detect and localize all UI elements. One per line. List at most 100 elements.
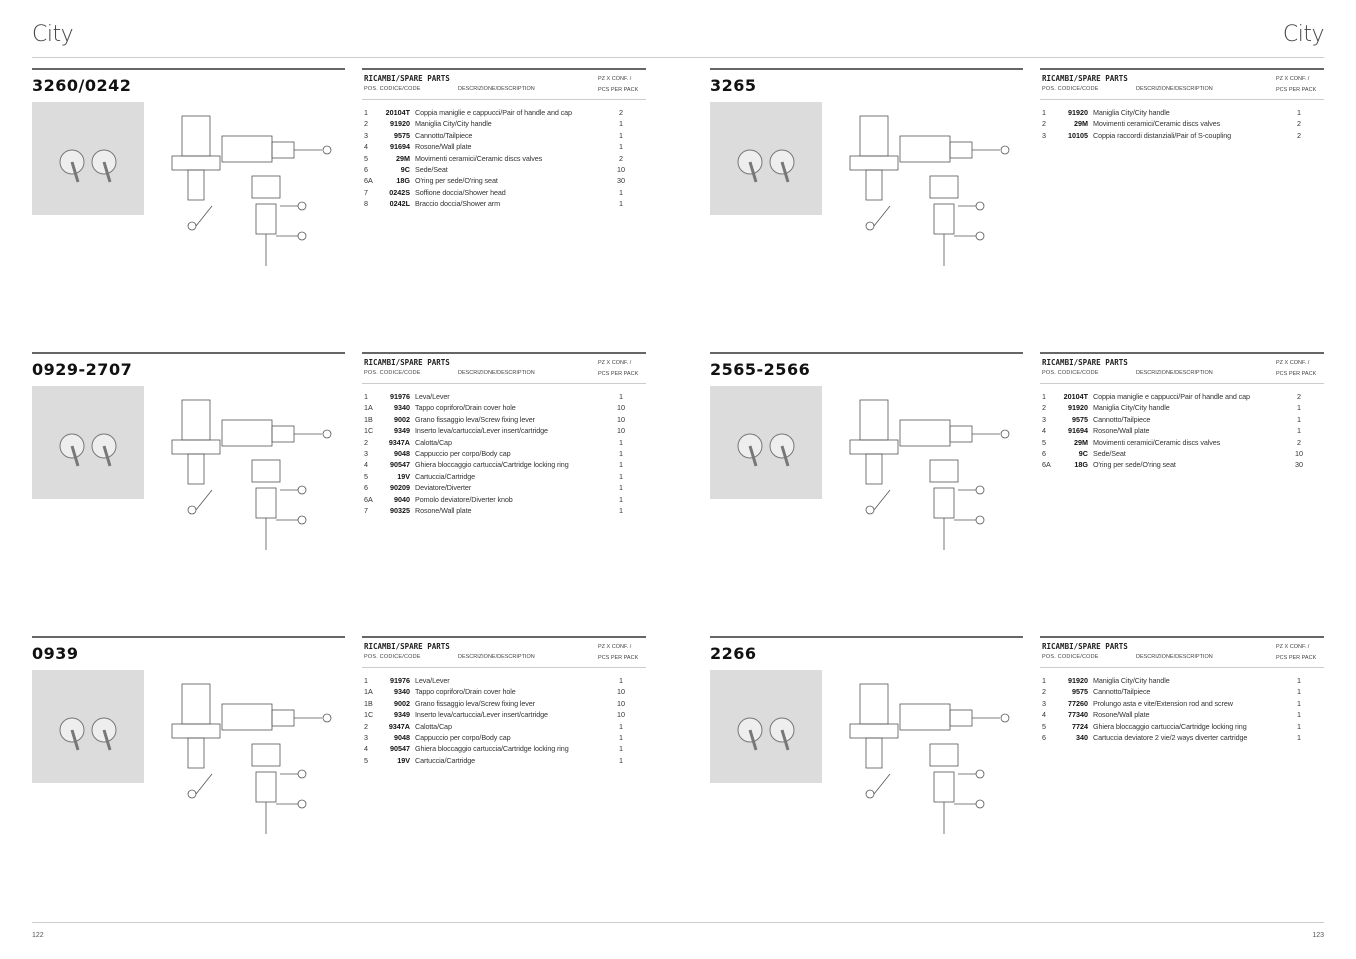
part-quantity: 1 [619, 460, 623, 470]
part-row: 6 90209 Deviatore/Diverter 1 [364, 483, 646, 494]
part-code: 9349 [394, 426, 410, 436]
part-description: O'ring per sede/O'ring seat [415, 176, 498, 186]
part-description: Maniglia City/City handle [1093, 108, 1170, 117]
part-quantity: 1 [1297, 732, 1301, 742]
part-code: 90209 [390, 483, 410, 493]
part-quantity: 1 [619, 471, 623, 481]
part-position: 7 [364, 505, 368, 515]
col-qty-line1: Pz x conf. / [598, 644, 632, 650]
part-position: 1A [364, 403, 373, 413]
col-qty-line1: Pz x conf. / [1276, 360, 1310, 366]
exploded-diagram [152, 380, 352, 610]
part-row: 5 19V Cartuccia/Cartridge 1 [364, 472, 646, 483]
part-position: 3 [364, 130, 368, 140]
running-title-right: City [1282, 22, 1325, 47]
part-code: 91976 [390, 676, 410, 685]
part-position: 5 [364, 471, 368, 481]
part-description: Maniglia City/City handle [1093, 676, 1170, 685]
part-position: 6 [364, 164, 368, 174]
product-section: 3265 RICAMBI/SPARE PARTS Pos. Codice/Cod… [710, 68, 1324, 338]
col-qty: Pz x conf. / Pcs per pack [1276, 642, 1316, 664]
part-code: 9347A [388, 721, 410, 731]
part-description: Pomolo deviatore/Diverter knob [415, 494, 513, 504]
part-quantity: 1 [1297, 676, 1301, 685]
part-row: 2 91920 Maniglia City/City handle 1 [1042, 403, 1324, 414]
part-description: Rosone/Wall plate [1093, 426, 1150, 436]
table-header-divider [362, 99, 646, 100]
part-row: 4 91694 Rosone/Wall plate 1 [1042, 426, 1324, 437]
part-quantity: 1 [619, 437, 623, 447]
part-description: Cappuccio per corpo/Body cap [415, 448, 511, 458]
part-quantity: 10 [617, 687, 625, 697]
part-row: 3 10105 Coppia raccordi distanziali/Pair… [1042, 131, 1324, 142]
part-position: 4 [1042, 426, 1046, 436]
part-row: 5 19V Cartuccia/Cartridge 1 [364, 756, 646, 767]
part-row: 2 29M Movimenti ceramici/Ceramic discs v… [1042, 119, 1324, 130]
part-description: Ghiera bloccaggio cartuccia/Cartridge lo… [415, 460, 569, 470]
part-quantity: 2 [1297, 119, 1301, 129]
part-position: 3 [1042, 414, 1046, 424]
exploded-diagram [830, 380, 1030, 610]
part-row: 1C 9349 Inserto leva/cartuccia/Lever ins… [364, 426, 646, 437]
part-row: 5 29M Movimenti ceramici/Ceramic discs v… [364, 154, 646, 165]
spare-parts-table: RICAMBI/SPARE PARTS Pos. Codice/Code Des… [1040, 636, 1324, 742]
part-description: Inserto leva/cartuccia/Lever insert/cart… [415, 426, 548, 436]
part-quantity: 1 [1297, 108, 1301, 117]
product-photo [32, 386, 144, 499]
part-code: 9347A [388, 437, 410, 447]
part-code: 19V [397, 755, 410, 765]
part-code: 29M [1074, 119, 1088, 129]
part-row: 3 9575 Cannotto/Tailpiece 1 [1042, 415, 1324, 426]
part-description: Calotta/Cap [415, 721, 452, 731]
part-row: 6A 18G O'ring per sede/O'ring seat 30 [1042, 460, 1324, 471]
part-description: Movimenti ceramici/Ceramic discs valves [1093, 119, 1221, 129]
page-number-left: 122 [32, 932, 44, 939]
part-position: 3 [364, 448, 368, 458]
part-row: 5 7724 Ghiera bloccaggio cartuccia/Cartr… [1042, 722, 1324, 733]
part-code: 0242S [389, 187, 410, 197]
col-qty-line2: Pcs per pack [1276, 655, 1317, 661]
part-description: O'ring per sede/O'ring seat [1093, 460, 1176, 470]
part-code: 77340 [1068, 710, 1088, 720]
part-row: 3 9048 Cappuccio per corpo/Body cap 1 [364, 449, 646, 460]
part-description: Rosone/Wall plate [415, 142, 472, 152]
part-quantity: 1 [1297, 687, 1301, 697]
part-position: 1A [364, 687, 373, 697]
col-description: Descrizione/Description [1136, 86, 1213, 92]
part-row: 3 9048 Cappuccio per corpo/Body cap 1 [364, 733, 646, 744]
part-row: 2 9347A Calotta/Cap 1 [364, 722, 646, 733]
part-quantity: 1 [1297, 698, 1301, 708]
part-code: 90547 [390, 744, 410, 754]
product-section: 2266 RICAMBI/SPARE PARTS Pos. Codice/Cod… [710, 636, 1324, 906]
part-code: 9340 [394, 687, 410, 697]
exploded-diagram [830, 96, 1030, 326]
part-code: 18G [1074, 460, 1088, 470]
part-description: Coppia maniglie e cappucci/Pair of handl… [1093, 392, 1250, 401]
part-row: 1 91920 Maniglia City/City handle 1 [1042, 676, 1324, 687]
part-quantity: 1 [619, 187, 623, 197]
part-quantity: 10 [617, 710, 625, 720]
part-description: Cartuccia deviatore 2 vie/2 ways diverte… [1093, 732, 1248, 742]
part-code: 9048 [394, 448, 410, 458]
part-quantity: 10 [617, 414, 625, 424]
part-position: 1B [364, 698, 373, 708]
part-quantity: 1 [619, 199, 623, 209]
table-title: RICAMBI/SPARE PARTS [1042, 74, 1128, 83]
part-row: 4 90547 Ghiera bloccaggio cartuccia/Cart… [364, 744, 646, 755]
part-position: 5 [364, 153, 368, 163]
table-title: RICAMBI/SPARE PARTS [1042, 358, 1128, 367]
part-code: 90325 [390, 505, 410, 515]
part-position: 6A [1042, 460, 1051, 470]
part-row: 7 90325 Rosone/Wall plate 1 [364, 506, 646, 517]
part-position: 3 [364, 732, 368, 742]
parts-list: 1 91920 Maniglia City/City handle 1 2 29… [1042, 108, 1324, 142]
part-code: 10105 [1068, 130, 1088, 140]
part-row: 8 0242L Braccio doccia/Shower arm 1 [364, 199, 646, 210]
part-quantity: 10 [617, 403, 625, 413]
part-quantity: 1 [1297, 403, 1301, 413]
part-description: Grano fissaggio leva/Screw fixing lever [415, 698, 535, 708]
part-quantity: 1 [619, 732, 623, 742]
part-code: 91976 [390, 392, 410, 401]
part-description: Prolungo asta e vite/Extension rod and s… [1093, 698, 1233, 708]
part-quantity: 1 [619, 119, 623, 129]
